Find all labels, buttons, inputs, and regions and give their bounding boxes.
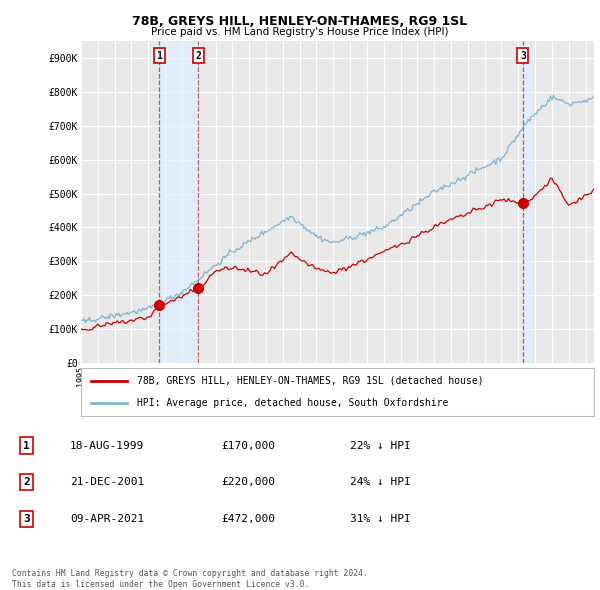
- Text: Contains HM Land Registry data © Crown copyright and database right 2024.
This d: Contains HM Land Registry data © Crown c…: [12, 569, 368, 589]
- Text: 21-DEC-2001: 21-DEC-2001: [70, 477, 145, 487]
- Text: 1: 1: [23, 441, 30, 451]
- Bar: [159, 41, 198, 363]
- Text: 1: 1: [156, 51, 162, 61]
- Text: £220,000: £220,000: [221, 477, 275, 487]
- Text: 24% ↓ HPI: 24% ↓ HPI: [350, 477, 410, 487]
- Text: 3: 3: [520, 51, 526, 61]
- Text: 78B, GREYS HILL, HENLEY-ON-THAMES, RG9 1SL: 78B, GREYS HILL, HENLEY-ON-THAMES, RG9 1…: [133, 15, 467, 28]
- Text: 22% ↓ HPI: 22% ↓ HPI: [350, 441, 410, 451]
- Text: 09-APR-2021: 09-APR-2021: [70, 514, 145, 524]
- Bar: [523, 41, 531, 363]
- Text: Price paid vs. HM Land Registry's House Price Index (HPI): Price paid vs. HM Land Registry's House …: [151, 27, 449, 37]
- Text: 31% ↓ HPI: 31% ↓ HPI: [350, 514, 410, 524]
- Text: £472,000: £472,000: [221, 514, 275, 524]
- Text: 2: 2: [195, 51, 201, 61]
- Text: 3: 3: [23, 514, 30, 524]
- Text: 78B, GREYS HILL, HENLEY-ON-THAMES, RG9 1SL (detached house): 78B, GREYS HILL, HENLEY-ON-THAMES, RG9 1…: [137, 376, 484, 386]
- Text: £170,000: £170,000: [221, 441, 275, 451]
- Text: 18-AUG-1999: 18-AUG-1999: [70, 441, 145, 451]
- Text: HPI: Average price, detached house, South Oxfordshire: HPI: Average price, detached house, Sout…: [137, 398, 449, 408]
- Text: 2: 2: [23, 477, 30, 487]
